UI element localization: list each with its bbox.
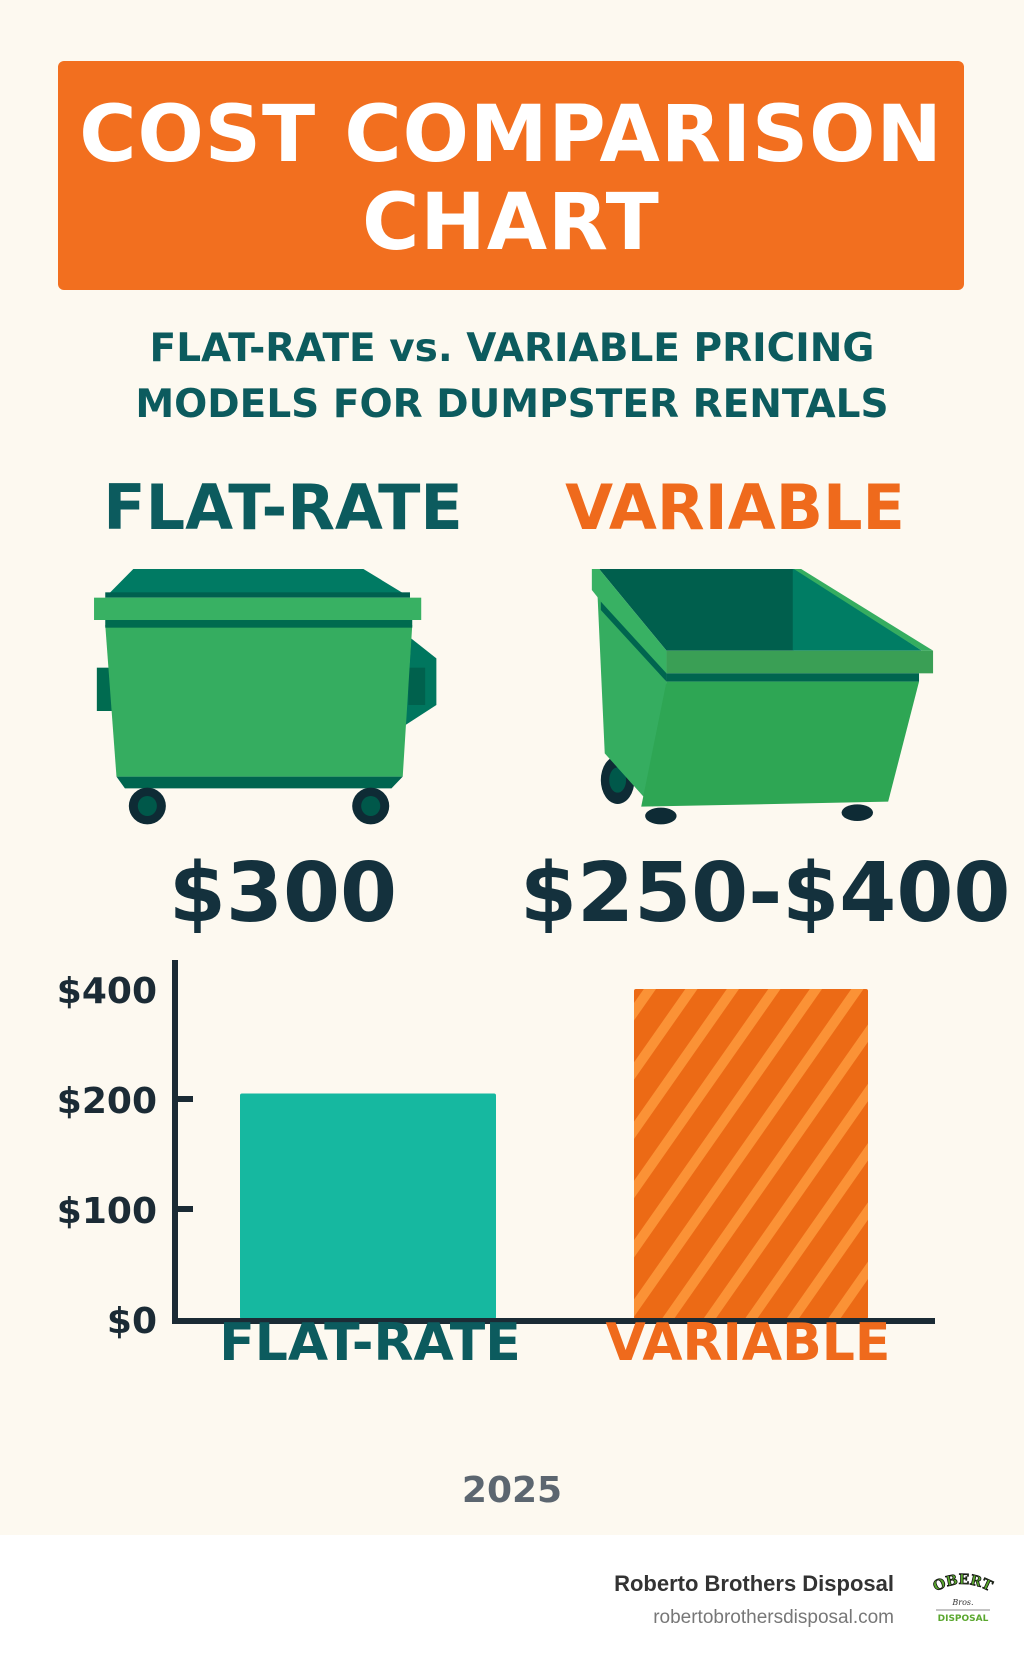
flat-rate-price: $300 <box>168 846 398 941</box>
svg-text:Bros.: Bros. <box>951 1598 973 1607</box>
bar-flat-rate <box>240 1093 496 1319</box>
subtitle-line-1: FLAT-RATE vs. VARIABLE PRICING <box>149 326 875 371</box>
open-top-dumpster-icon <box>591 569 934 825</box>
company-url[interactable]: robertobrothersdisposal.com <box>653 1607 894 1628</box>
title-line-2: CHART <box>362 178 660 268</box>
x-label-variable: VARIABLE <box>606 1313 891 1373</box>
variable-heading: VARIABLE <box>565 471 905 544</box>
title-line-1: COST COMPARISON <box>79 90 943 180</box>
company-logo: ROBERTO Bros. DISPOSAL <box>926 1572 996 1624</box>
bar-chart: $0 $100 $200 $400 FLAT-RATE VARIABLE <box>57 960 935 1373</box>
svg-text:DISPOSAL: DISPOSAL <box>938 1614 989 1624</box>
y-tick-label: $0 <box>107 1301 157 1342</box>
footer <box>0 1535 1024 1666</box>
x-label-flat-rate: FLAT-RATE <box>219 1313 521 1373</box>
dumpster-illustrations <box>94 569 934 825</box>
title-banner <box>58 61 964 290</box>
flat-rate-heading: FLAT-RATE <box>103 471 463 544</box>
year-label: 2025 <box>461 1470 563 1511</box>
company-name: Roberto Brothers Disposal <box>614 1571 894 1596</box>
svg-text:ROBERTO: ROBERTO <box>926 1572 995 1595</box>
y-tick-label: $100 <box>57 1191 157 1232</box>
y-tick-label: $400 <box>57 971 157 1012</box>
variable-price: $250-$400 <box>520 846 1011 941</box>
bar-variable <box>634 989 868 1319</box>
y-tick-label: $200 <box>57 1081 157 1122</box>
front-load-dumpster-icon <box>94 569 437 825</box>
subtitle-line-2: MODELS FOR DUMPSTER RENTALS <box>135 382 889 427</box>
